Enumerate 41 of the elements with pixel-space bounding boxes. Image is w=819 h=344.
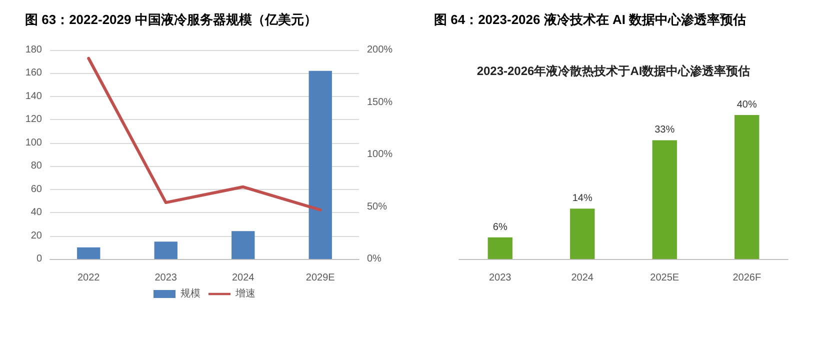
chart-title: 图 63：2022-2029 中国液冷服务器规模（亿美元） (25, 12, 317, 27)
y-tick-label: 160 (25, 68, 42, 79)
x-tick-label: 2022 (78, 272, 100, 284)
x-tick-label: 2026F (732, 272, 762, 284)
y2-tick-label: 200% (367, 44, 393, 56)
bar (77, 247, 100, 259)
x-tick-label: 2024 (571, 272, 594, 284)
y2-tick-label: 150% (367, 96, 393, 108)
y-tick-label: 60 (30, 184, 42, 195)
bar (570, 208, 595, 259)
legend-label: 规模 (180, 288, 200, 300)
bar (154, 242, 178, 259)
y-tick-label: 180 (25, 44, 42, 56)
x-tick-label: 2023 (154, 272, 178, 284)
y-tick-label: 0 (36, 254, 42, 264)
bar (652, 140, 677, 259)
y2-tick-label: 100% (367, 149, 393, 160)
y-tick-label: 40 (30, 207, 42, 218)
x-tick-label: 2025E (650, 272, 680, 284)
x-tick-label: 2024 (232, 272, 255, 284)
data-label: 14% (572, 193, 592, 204)
data-label: 33% (654, 124, 675, 136)
chart-title: 图 64：2023-2026 液冷技术在 AI 数据中心渗透率预估 (434, 12, 746, 27)
data-label: 40% (736, 100, 757, 110)
y-tick-label: 120 (25, 114, 42, 126)
y-tick-label: 20 (30, 230, 42, 242)
bar (488, 237, 512, 259)
y2-tick-label: 0% (367, 254, 382, 264)
legend-label: 增速 (234, 288, 256, 300)
chart-subtitle: 2023-2026年液冷散热技术于AI数据中心渗透率预估 (476, 64, 750, 78)
y-tick-label: 80 (30, 160, 42, 172)
line-series (87, 56, 322, 212)
bar (734, 115, 760, 259)
y-tick-label: 100 (25, 137, 42, 148)
x-tick-label: 2029E (306, 272, 336, 284)
y2-tick-label: 50% (367, 201, 388, 212)
bar (232, 231, 255, 259)
x-tick-label: 2023 (489, 272, 512, 284)
data-label: 6% (492, 222, 508, 233)
bar (308, 70, 332, 259)
y-tick-label: 140 (25, 90, 42, 102)
